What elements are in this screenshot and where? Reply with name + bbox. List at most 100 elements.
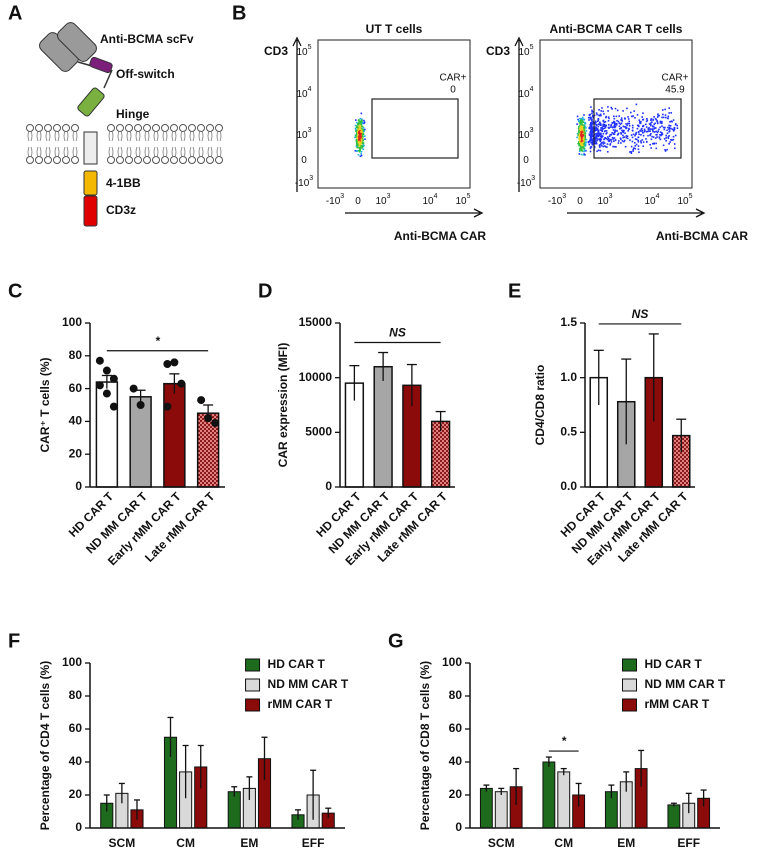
flow-dot (664, 108, 666, 111)
flow-dot (599, 146, 601, 148)
lipid-head (197, 124, 205, 132)
flow-dot (641, 139, 644, 141)
flow-dot (362, 127, 365, 129)
flow-dot (584, 125, 587, 128)
flow-dot (582, 128, 585, 130)
flow-dot (363, 119, 365, 122)
flow-dot (599, 122, 602, 125)
flow-dot (655, 142, 657, 145)
tick-exp: 3 (609, 193, 613, 200)
flow-dot (615, 146, 617, 148)
flow-dot (579, 129, 582, 132)
flow-dot (359, 149, 361, 151)
lipid-tail (189, 146, 195, 158)
x-axis (567, 208, 706, 218)
flow-dot (631, 129, 634, 132)
flow-dot (593, 146, 596, 149)
flow-dot (576, 123, 578, 125)
lipid-tail (72, 130, 78, 142)
flow-dot (631, 126, 634, 129)
flow-dot (608, 139, 611, 142)
flow-dot (649, 122, 652, 124)
flow-dot (655, 147, 658, 150)
flow-dot (649, 143, 651, 146)
flow-dot (592, 114, 594, 117)
flow-dot (639, 129, 641, 132)
flow-dot (580, 117, 583, 120)
flow-dot (619, 137, 622, 140)
flow-dot (578, 133, 581, 136)
flow-dot (590, 127, 592, 130)
plot-title: UT T cells (366, 22, 423, 36)
lipid-tail (45, 146, 51, 158)
flow-dot (354, 136, 356, 139)
legend-label: ND MM CAR T (645, 677, 726, 691)
lipid-head (125, 156, 133, 164)
flow-dot (591, 112, 593, 115)
axis-label: CD3 (486, 44, 510, 58)
flow-dot (612, 138, 614, 140)
flow-dot (603, 130, 606, 133)
flow-dot (597, 130, 600, 132)
flow-dot (594, 129, 597, 131)
flow-dot (660, 134, 663, 136)
flow-dot (640, 140, 642, 142)
y-axis (292, 36, 302, 192)
flow-dot (578, 153, 581, 155)
flow-dot (606, 143, 609, 145)
lipid-tail (54, 130, 60, 142)
off-switch (89, 56, 113, 74)
flow-dot (634, 147, 637, 150)
x-tick-label: EM (240, 836, 258, 850)
flow-dot (631, 140, 634, 143)
flow-dot (576, 136, 578, 139)
flow-dot (634, 145, 636, 147)
flow-dot (599, 149, 602, 152)
flow-dot (613, 115, 615, 118)
lipid-tail (153, 146, 159, 158)
tick-label: 104 (296, 86, 311, 100)
flow-dot (603, 125, 606, 127)
flow-dot (588, 127, 590, 129)
x-tick-label: EM (617, 836, 635, 850)
flow-dot (662, 113, 664, 116)
flow-dot (635, 131, 637, 134)
flow-dot (597, 119, 600, 121)
flow-dot (637, 124, 640, 127)
lipid-tail (108, 130, 114, 142)
flow-dot (578, 144, 580, 147)
flow-dot (625, 126, 627, 128)
flow-dot (595, 127, 597, 129)
flow-dot (655, 130, 657, 133)
flow-dot (577, 127, 580, 130)
tick-base: 0 (523, 155, 529, 166)
flow-dot (662, 116, 665, 119)
flow-dot (585, 127, 587, 129)
lipid-head (71, 124, 79, 132)
flow-dot (594, 142, 597, 145)
flow-dot (663, 138, 666, 140)
data-point (95, 381, 104, 390)
flow-dot (358, 139, 360, 141)
data-point (197, 396, 206, 405)
lipid-tail (126, 130, 132, 142)
tick-label: -103 (295, 175, 313, 189)
tick-exp: 4 (656, 193, 660, 200)
flow-dot (361, 142, 363, 144)
flow-dot (599, 135, 602, 138)
flow-dot (665, 136, 667, 139)
tick-exp: 3 (309, 175, 313, 182)
lipid-tail (198, 146, 204, 158)
flow-dot (667, 115, 670, 118)
lipid-head (107, 124, 115, 132)
flow-dot (585, 130, 588, 132)
legend-label: rMM CAR T (268, 697, 333, 711)
flow-dot (600, 135, 603, 138)
flow-dot (356, 137, 359, 139)
flow-dot (613, 125, 616, 127)
flow-dot (670, 127, 672, 130)
tick-base: -10 (295, 178, 310, 189)
flow-dot (358, 145, 361, 147)
tick-exp: 4 (434, 193, 438, 200)
flow-dot (621, 120, 623, 122)
